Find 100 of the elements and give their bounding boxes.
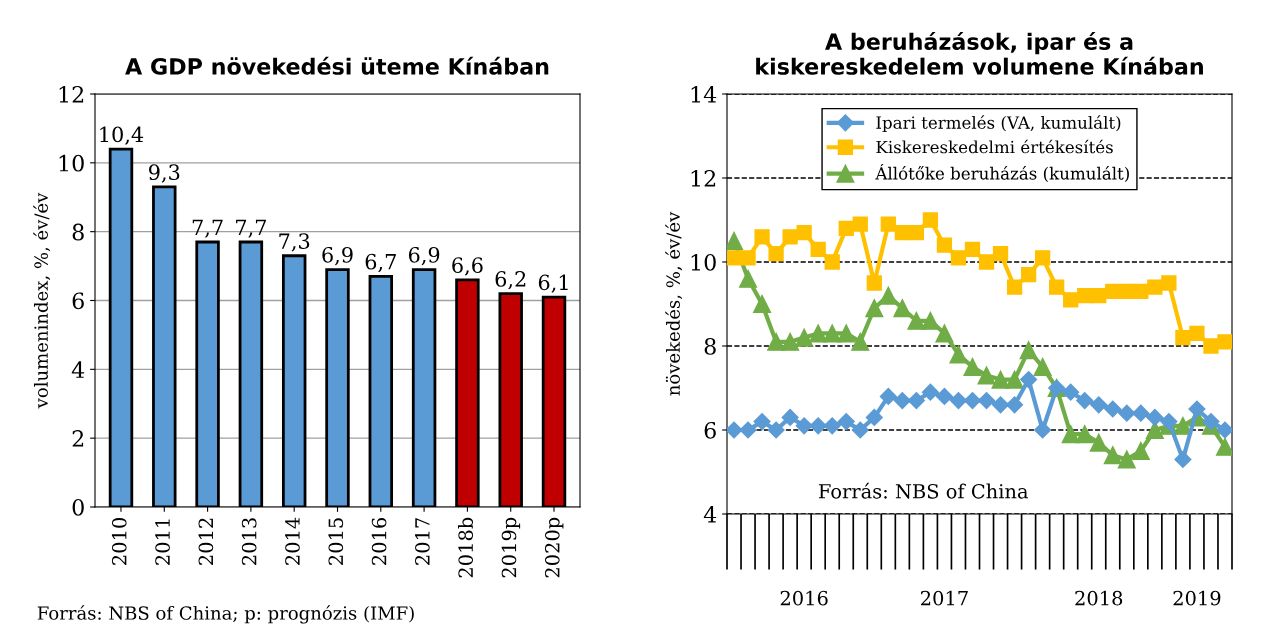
point (782, 229, 798, 245)
y-tick-label: 0 (72, 498, 84, 516)
point (1076, 392, 1094, 410)
point (1118, 404, 1136, 422)
y-tick-label: 6 (704, 421, 716, 439)
point (1033, 357, 1052, 377)
point (865, 299, 884, 318)
point (851, 421, 869, 439)
x-tick-label: 2020p (544, 517, 564, 578)
point (963, 392, 982, 410)
point (1132, 404, 1150, 422)
point (936, 237, 953, 253)
point (949, 345, 968, 364)
point (935, 324, 954, 343)
point (949, 392, 968, 410)
point (1146, 408, 1164, 426)
point (894, 224, 910, 241)
point (1075, 425, 1094, 444)
x-tick-label: 2010 (111, 518, 127, 565)
point (1049, 279, 1065, 295)
chart-title: A beruházások, ipar és a kiskereskedelem volumene Kínában (756, 31, 1203, 75)
point (1006, 279, 1023, 295)
y-tick-label: 14 (691, 85, 717, 103)
legend-label: Kiskereskedelmi értékesítés (876, 139, 1113, 154)
x-tick-label: 2014 (285, 517, 300, 565)
point (1020, 266, 1037, 283)
y-tick-label: 8 (72, 223, 84, 241)
point (1131, 441, 1150, 461)
point (837, 413, 855, 431)
data-label: 7,7 (192, 219, 223, 238)
point (739, 269, 758, 288)
point (1061, 425, 1080, 444)
data-label: 9,3 (149, 164, 180, 183)
point (921, 383, 939, 401)
data-label: 6,6 (452, 257, 483, 276)
y-tick-label: 10 (59, 154, 84, 172)
point (950, 250, 967, 266)
point (1160, 413, 1178, 431)
point (753, 413, 771, 431)
point (824, 254, 840, 270)
point (907, 311, 926, 330)
point (1089, 433, 1108, 452)
point (1020, 371, 1038, 389)
point (893, 299, 912, 318)
point (978, 254, 995, 270)
point (795, 328, 814, 347)
text: Forrás: NBS of China; p: prognózis (IMF) (37, 605, 414, 624)
x-tick-label: 2019 (1173, 590, 1221, 606)
point (754, 229, 770, 245)
point (935, 387, 953, 405)
y-tick-label: 4 (703, 505, 717, 523)
point (809, 324, 828, 343)
legend-label: Ipari termelés (VA, kumulált) (876, 115, 1121, 133)
point (922, 212, 939, 228)
chart-title: A GDP növekedési üteme Kínában (125, 56, 549, 75)
point (1034, 250, 1051, 266)
point (795, 417, 813, 435)
x-tick-label: 2017 (415, 518, 430, 565)
point (907, 392, 925, 410)
data-label: 10,4 (100, 126, 144, 145)
data-label: 6,7 (365, 253, 396, 273)
point (1090, 396, 1108, 414)
y-axis-title: volumenindex, %, év/év (33, 192, 51, 409)
point (1117, 450, 1136, 469)
point (767, 421, 785, 439)
x-tick-label: 2013 (241, 518, 257, 565)
point (1216, 421, 1232, 439)
point (837, 324, 856, 343)
x-tick-label: 2016 (371, 517, 387, 565)
annotation: Forrás: NBS of China (818, 482, 1028, 499)
point (1091, 287, 1107, 304)
data-label: 7,3 (279, 233, 310, 252)
point (893, 392, 911, 410)
point (727, 231, 744, 251)
point (1077, 287, 1093, 304)
point (879, 286, 898, 305)
x-tick-label: 2019p (501, 517, 521, 578)
point (908, 224, 925, 241)
point (796, 224, 812, 241)
point (1119, 283, 1135, 300)
data-label: 6,1 (538, 274, 568, 293)
y-axis-title: növekedés, %, év/év (665, 211, 683, 396)
point (753, 294, 772, 314)
point (781, 332, 800, 351)
point (1217, 334, 1232, 350)
x-tick-label: 2012 (198, 518, 214, 565)
point (851, 332, 870, 351)
point (1202, 413, 1220, 431)
x-tick-label: 2018b (458, 517, 474, 578)
y-tick-label: 4 (71, 361, 85, 378)
point (1175, 329, 1191, 346)
point (1005, 370, 1024, 389)
point (880, 216, 896, 232)
point (838, 220, 854, 237)
point (1188, 400, 1206, 418)
point (768, 245, 784, 262)
data-label: 6,9 (408, 246, 440, 266)
point (992, 245, 1009, 262)
point (1189, 325, 1205, 342)
point (991, 370, 1010, 389)
